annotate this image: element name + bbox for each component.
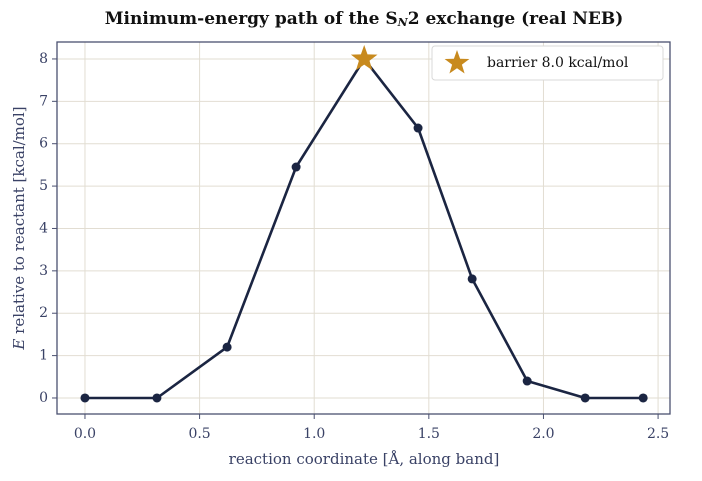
y-tick-label: 5	[39, 178, 48, 194]
y-tick-label: 0	[39, 390, 48, 406]
image-point	[467, 274, 477, 284]
x-tick-label: 1.0	[303, 426, 325, 442]
image-point	[80, 393, 90, 403]
image-point	[413, 123, 423, 133]
image-point	[291, 162, 301, 172]
image-point	[580, 393, 590, 403]
y-tick-label: 7	[39, 93, 48, 109]
chart-title: Minimum-energy path of the SN2 exchange …	[105, 9, 624, 30]
legend-star	[444, 50, 470, 74]
legend-box	[431, 45, 664, 81]
image-point	[638, 393, 648, 403]
y-label-symbol: E	[10, 339, 28, 351]
image-point	[222, 342, 232, 352]
y-tick-label: 3	[39, 263, 48, 279]
y-label-text: relative to reactant [kcal/mol]	[10, 106, 28, 338]
y-tick-label: 4	[39, 220, 48, 236]
plot-frame	[56, 41, 671, 415]
x-tick-label: 2.0	[532, 426, 554, 442]
y-tick-label: 2	[39, 305, 48, 321]
title-part: Minimum-energy path of the S	[105, 9, 398, 29]
x-tick-label: 0.5	[188, 426, 210, 442]
barrier-star	[350, 45, 378, 71]
y-tick-label: 8	[39, 51, 48, 67]
x-tick-label: 1.5	[418, 426, 440, 442]
y-tick-label: 6	[39, 136, 48, 152]
title-subscript: N	[397, 16, 409, 29]
x-tick-label: 2.5	[647, 426, 669, 442]
image-point	[152, 393, 162, 403]
y-tick-label: 1	[39, 348, 48, 364]
x-tick-label: 0.0	[74, 426, 96, 442]
energy-path	[85, 57, 644, 400]
legend-label: barrier 8.0 kcal/mol	[487, 55, 629, 71]
x-axis-label: reaction coordinate [Å, along band]	[229, 450, 500, 468]
title-part: 2 exchange (real NEB)	[408, 9, 624, 29]
y-axis-label: E relative to reactant [kcal/mol]	[10, 106, 28, 350]
image-point	[522, 376, 532, 386]
